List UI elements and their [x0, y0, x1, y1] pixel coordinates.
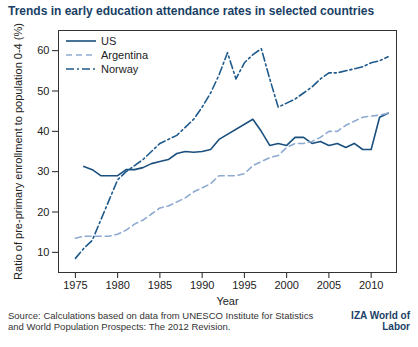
svg-text:30: 30	[37, 165, 49, 177]
html-text:US: US	[101, 35, 117, 47]
svg-text:40: 40	[37, 125, 49, 137]
html-text:IZA World of Labor: IZA World of Labor	[351, 310, 410, 332]
html-text:Argentina: Argentina	[101, 49, 149, 61]
svg-text:1995: 1995	[232, 279, 256, 291]
svg-text:1975: 1975	[63, 279, 87, 291]
svg-text:2000: 2000	[274, 279, 298, 291]
svg-text:2005: 2005	[317, 279, 341, 291]
svg-text:20: 20	[37, 206, 49, 218]
svg-text:60: 60	[37, 44, 49, 56]
svg-text:2010: 2010	[359, 279, 383, 291]
svg-text:50: 50	[37, 85, 49, 97]
svg-text:1985: 1985	[148, 279, 172, 291]
svg-text:10: 10	[37, 246, 49, 258]
svg-text:Year: Year	[216, 295, 239, 307]
svg-text:1980: 1980	[105, 279, 129, 291]
html-text:Norway: Norway	[101, 63, 139, 75]
html-text:Source: Calculations based on: Source: Calculations based on data from …	[8, 310, 314, 332]
svg-text:Ratio of pre-primary enrollmen: Ratio of pre-primary enrollment to popul…	[12, 23, 24, 280]
svg-text:1990: 1990	[190, 279, 214, 291]
html-text:Trends in early education atte: Trends in early education attendance rat…	[8, 4, 375, 18]
